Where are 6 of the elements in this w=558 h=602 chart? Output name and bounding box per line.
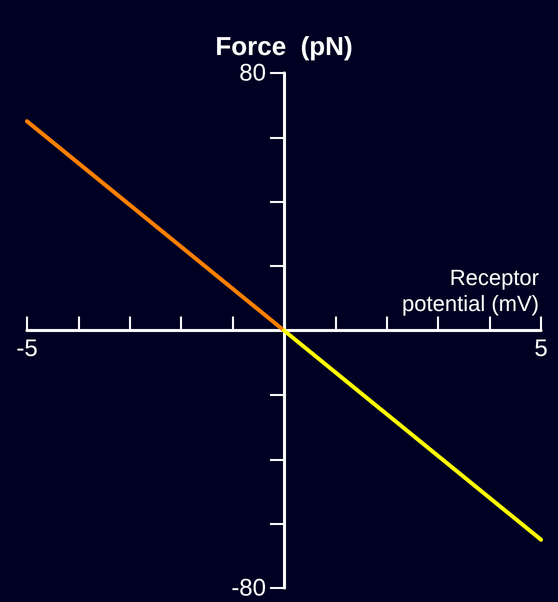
y-tick-label: -80 [231, 574, 266, 602]
y-tick-label: 80 [239, 60, 266, 86]
x-axis-title: Receptor potential (mV) [402, 265, 539, 316]
y-axis-title: Force (pN) [215, 31, 353, 61]
x-tick-label: -5 [16, 335, 38, 362]
x-tick-label: 5 [534, 335, 548, 362]
